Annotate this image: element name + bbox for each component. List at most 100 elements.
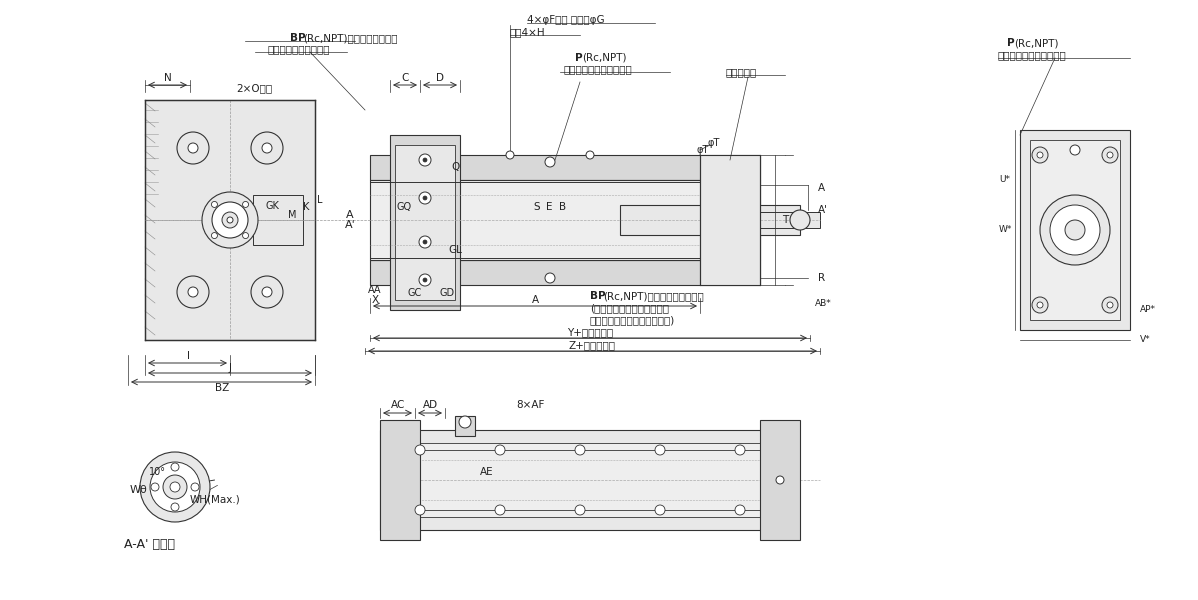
Text: (Rc,NPT): (Rc,NPT) (582, 53, 627, 63)
Text: Q: Q (450, 162, 459, 172)
Circle shape (419, 274, 431, 286)
Text: AA: AA (368, 285, 382, 295)
Text: T: T (782, 215, 788, 225)
Text: I: I (187, 351, 189, 361)
Text: 10°: 10° (149, 467, 165, 477)
Text: K: K (303, 202, 309, 212)
Circle shape (495, 445, 506, 455)
Bar (621, 205, 800, 235)
Bar (370, 180, 760, 260)
Circle shape (415, 445, 425, 455)
Circle shape (495, 505, 506, 515)
Circle shape (212, 202, 248, 238)
Text: A: A (532, 295, 539, 305)
Circle shape (655, 445, 665, 455)
Text: A: A (346, 210, 353, 220)
Circle shape (1037, 152, 1043, 158)
Circle shape (1102, 297, 1118, 313)
Bar (380, 420, 420, 540)
Text: AE: AE (480, 467, 494, 477)
Text: A-A' 矢視図: A-A' 矢視図 (125, 539, 175, 551)
Text: U*: U* (999, 175, 1010, 185)
Text: AP*: AP* (1140, 305, 1156, 314)
Circle shape (545, 273, 555, 283)
Text: D: D (436, 73, 444, 83)
Bar (380, 430, 795, 530)
Circle shape (151, 483, 159, 491)
Text: BZ: BZ (214, 383, 229, 393)
Text: 2×O通し: 2×O通し (236, 83, 272, 93)
Text: J: J (229, 363, 231, 373)
Text: BP: BP (290, 33, 305, 43)
Circle shape (163, 475, 187, 499)
Circle shape (202, 192, 258, 248)
Circle shape (262, 143, 272, 153)
Bar (395, 145, 455, 300)
Circle shape (789, 210, 810, 230)
Circle shape (252, 132, 283, 164)
Circle shape (423, 278, 426, 282)
Text: A: A (818, 183, 825, 193)
Circle shape (170, 482, 180, 492)
Circle shape (188, 287, 198, 297)
Circle shape (1040, 195, 1111, 265)
Circle shape (171, 503, 179, 511)
Circle shape (1049, 205, 1100, 255)
Circle shape (211, 202, 218, 208)
Circle shape (545, 157, 555, 167)
Text: φT: φT (697, 145, 709, 155)
Circle shape (776, 476, 783, 484)
Text: L: L (317, 195, 322, 205)
Circle shape (150, 462, 200, 512)
Circle shape (190, 483, 199, 491)
Text: V*: V* (1140, 335, 1150, 344)
Text: φT: φT (708, 138, 720, 148)
Bar (395, 443, 780, 517)
Text: P: P (1008, 38, 1015, 48)
Text: C: C (401, 73, 409, 83)
Text: (Rc,NPT)加圧ロック用ポート: (Rc,NPT)加圧ロック用ポート (603, 291, 703, 301)
Circle shape (1102, 147, 1118, 163)
Circle shape (177, 276, 208, 308)
Text: 4×φF通し 座ぐりφG: 4×φF通し 座ぐりφG (527, 15, 605, 25)
Circle shape (459, 416, 471, 428)
Circle shape (419, 192, 431, 204)
Text: AC: AC (391, 400, 405, 410)
Circle shape (242, 233, 248, 239)
Circle shape (1031, 147, 1048, 163)
Text: ヘッド側シリンダポート: ヘッド側シリンダポート (998, 50, 1066, 60)
Circle shape (415, 505, 425, 515)
Circle shape (252, 276, 283, 308)
Circle shape (586, 151, 594, 159)
Bar (370, 155, 760, 180)
Circle shape (655, 505, 665, 515)
Circle shape (211, 233, 218, 239)
Text: Y+ストローク: Y+ストローク (567, 327, 613, 337)
Text: X: X (371, 295, 379, 305)
Bar (145, 100, 315, 340)
Text: S: S (533, 202, 540, 212)
Circle shape (171, 463, 179, 471)
Text: GK: GK (265, 201, 279, 211)
Text: A': A' (345, 220, 356, 230)
Text: GD: GD (440, 288, 454, 298)
Text: N: N (164, 73, 171, 83)
Text: ロッド側シリンダポート: ロッド側シリンダポート (563, 64, 631, 74)
Text: Z+ストローク: Z+ストローク (569, 340, 616, 350)
Text: 8×AF: 8×AF (516, 400, 544, 410)
Text: 呼吸穴付プラグ栓となります): 呼吸穴付プラグ栓となります) (589, 315, 676, 325)
Text: Wθ: Wθ (129, 485, 147, 495)
Circle shape (423, 240, 426, 244)
Text: P: P (575, 53, 582, 63)
Bar (370, 260, 760, 285)
Circle shape (575, 505, 585, 515)
Circle shape (140, 452, 210, 522)
Circle shape (226, 217, 232, 223)
Text: (Rc,NPT)ロック開放ポート: (Rc,NPT)ロック開放ポート (303, 33, 398, 43)
Circle shape (1031, 297, 1048, 313)
Circle shape (423, 158, 426, 162)
Text: E: E (546, 202, 552, 212)
Text: AB*: AB* (815, 298, 831, 307)
Circle shape (262, 287, 272, 297)
Circle shape (419, 236, 431, 248)
